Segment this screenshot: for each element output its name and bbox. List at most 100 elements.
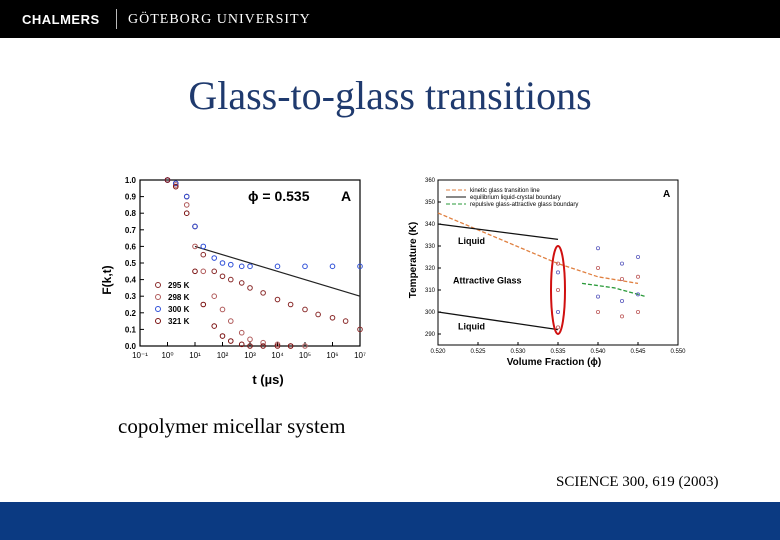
data-point [274, 341, 281, 348]
data-point [192, 223, 198, 230]
figure-panels: F(k,t) t (µs) ϕ = 0.535 A 0.0 0.1 0.2 0.3 0.… [100, 176, 686, 387]
data-point [172, 180, 179, 187]
data-point [192, 268, 198, 275]
data-point [274, 343, 281, 349]
left-ytick-label: 0.9 [125, 193, 137, 202]
data-point [260, 343, 266, 349]
legend-label: equilibrium liquid-crystal boundary [470, 195, 561, 201]
legend-label: kinetic glass transition line [470, 188, 540, 194]
left-xtick-label: 10⁷ [354, 351, 366, 360]
left-ytick-label: 0.7 [125, 226, 137, 235]
left-xtick-label: 10¹ [189, 351, 201, 360]
data-point [238, 341, 245, 348]
data-point [227, 261, 234, 268]
region-label: Liquid [458, 322, 485, 332]
logo-divider [116, 9, 117, 29]
footer-bar [0, 502, 780, 540]
data-point [211, 323, 218, 329]
legend-label: 298 K [168, 293, 190, 302]
data-point [247, 336, 253, 343]
right-ytick-label: 330 [425, 244, 436, 250]
data-point [274, 296, 281, 303]
legend-marker [155, 306, 161, 312]
data-point [287, 343, 294, 349]
data-point [620, 261, 625, 266]
data-point [172, 182, 179, 188]
data-point [247, 285, 253, 291]
data-point [555, 270, 560, 275]
left-fit-line [194, 245, 361, 297]
data-point [183, 210, 190, 217]
data-point [211, 293, 218, 299]
left-ytick-label: 0.5 [125, 259, 137, 268]
right-xlabel: Volume Fraction (ϕ) [507, 357, 602, 368]
data-point [238, 263, 245, 270]
data-point [329, 314, 336, 321]
data-point [329, 263, 336, 270]
data-point [357, 263, 363, 270]
data-point [211, 268, 218, 275]
data-point [595, 294, 600, 299]
data-point [192, 243, 198, 250]
data-point [555, 325, 560, 330]
citation-text: SCIENCE 300, 619 (2003) [556, 474, 719, 490]
data-point [315, 311, 321, 318]
data-point [595, 266, 600, 271]
data-point [247, 343, 253, 349]
left-chart: F(k,t) t (µs) ϕ = 0.535 A 0.0 0.1 0.2 0.3 0.… [100, 176, 366, 387]
data-point [200, 251, 207, 258]
left-ytick-label: 0.8 [125, 209, 137, 218]
data-point [219, 273, 226, 280]
left-ytick-label: 0.6 [125, 242, 137, 251]
data-point [227, 276, 234, 283]
data-point [302, 343, 308, 349]
left-xtick-label: 10⁰ [161, 351, 173, 360]
data-point [636, 274, 641, 279]
data-point [342, 318, 349, 324]
data-point [274, 263, 281, 270]
right-ytick-label: 360 [425, 178, 436, 184]
data-point [302, 263, 308, 270]
left-ytick-label: 1.0 [125, 176, 137, 185]
right-legend: kinetic glass transition lineequilibrium… [446, 188, 578, 208]
right-ytick-label: 310 [425, 288, 436, 294]
right-panel-label: A [663, 189, 670, 200]
right-xtick-label: 0.530 [510, 349, 526, 355]
right-ytick-label: 320 [425, 266, 436, 272]
right-xtick-label: 0.525 [470, 349, 486, 355]
data-point [260, 339, 266, 346]
boundary-line [581, 282, 647, 298]
data-point [636, 255, 641, 260]
right-xtick-label: 0.520 [430, 349, 446, 355]
data-point [636, 292, 641, 297]
data-point [620, 277, 625, 282]
left-ytick-label: 0.2 [125, 309, 137, 318]
data-point [211, 255, 218, 261]
boundary-line [437, 311, 559, 331]
left-xtick-label: 10³ [244, 351, 256, 360]
chalmers-logo: CHALMERS [22, 12, 100, 27]
legend-label: 321 K [168, 317, 190, 326]
data-point [238, 280, 245, 286]
data-point [555, 309, 560, 314]
data-point [200, 301, 207, 308]
data-point [595, 309, 600, 314]
data-point [238, 329, 245, 336]
data-point [219, 306, 226, 313]
region-label: Attractive Glass [453, 275, 522, 285]
left-xtick-label: 10⁵ [299, 351, 311, 360]
right-ylabel: Temperature (K) [408, 222, 419, 299]
data-point [595, 246, 600, 251]
legend-label: 300 K [168, 305, 190, 314]
right-ytick-label: 300 [425, 310, 436, 316]
data-point [620, 314, 625, 319]
data-point [219, 260, 226, 266]
header-bar: CHALMERS GÖTEBORG UNIVERSITY [0, 0, 780, 38]
right-ytick-label: 340 [425, 222, 436, 228]
boundary-line [437, 212, 639, 285]
data-point [183, 202, 190, 208]
data-point [302, 306, 308, 313]
legend-label: repulsive glass-attractive glass boundar… [470, 202, 578, 208]
left-xtick-label: 10⁻¹ [132, 351, 148, 360]
legend-marker [155, 294, 161, 300]
